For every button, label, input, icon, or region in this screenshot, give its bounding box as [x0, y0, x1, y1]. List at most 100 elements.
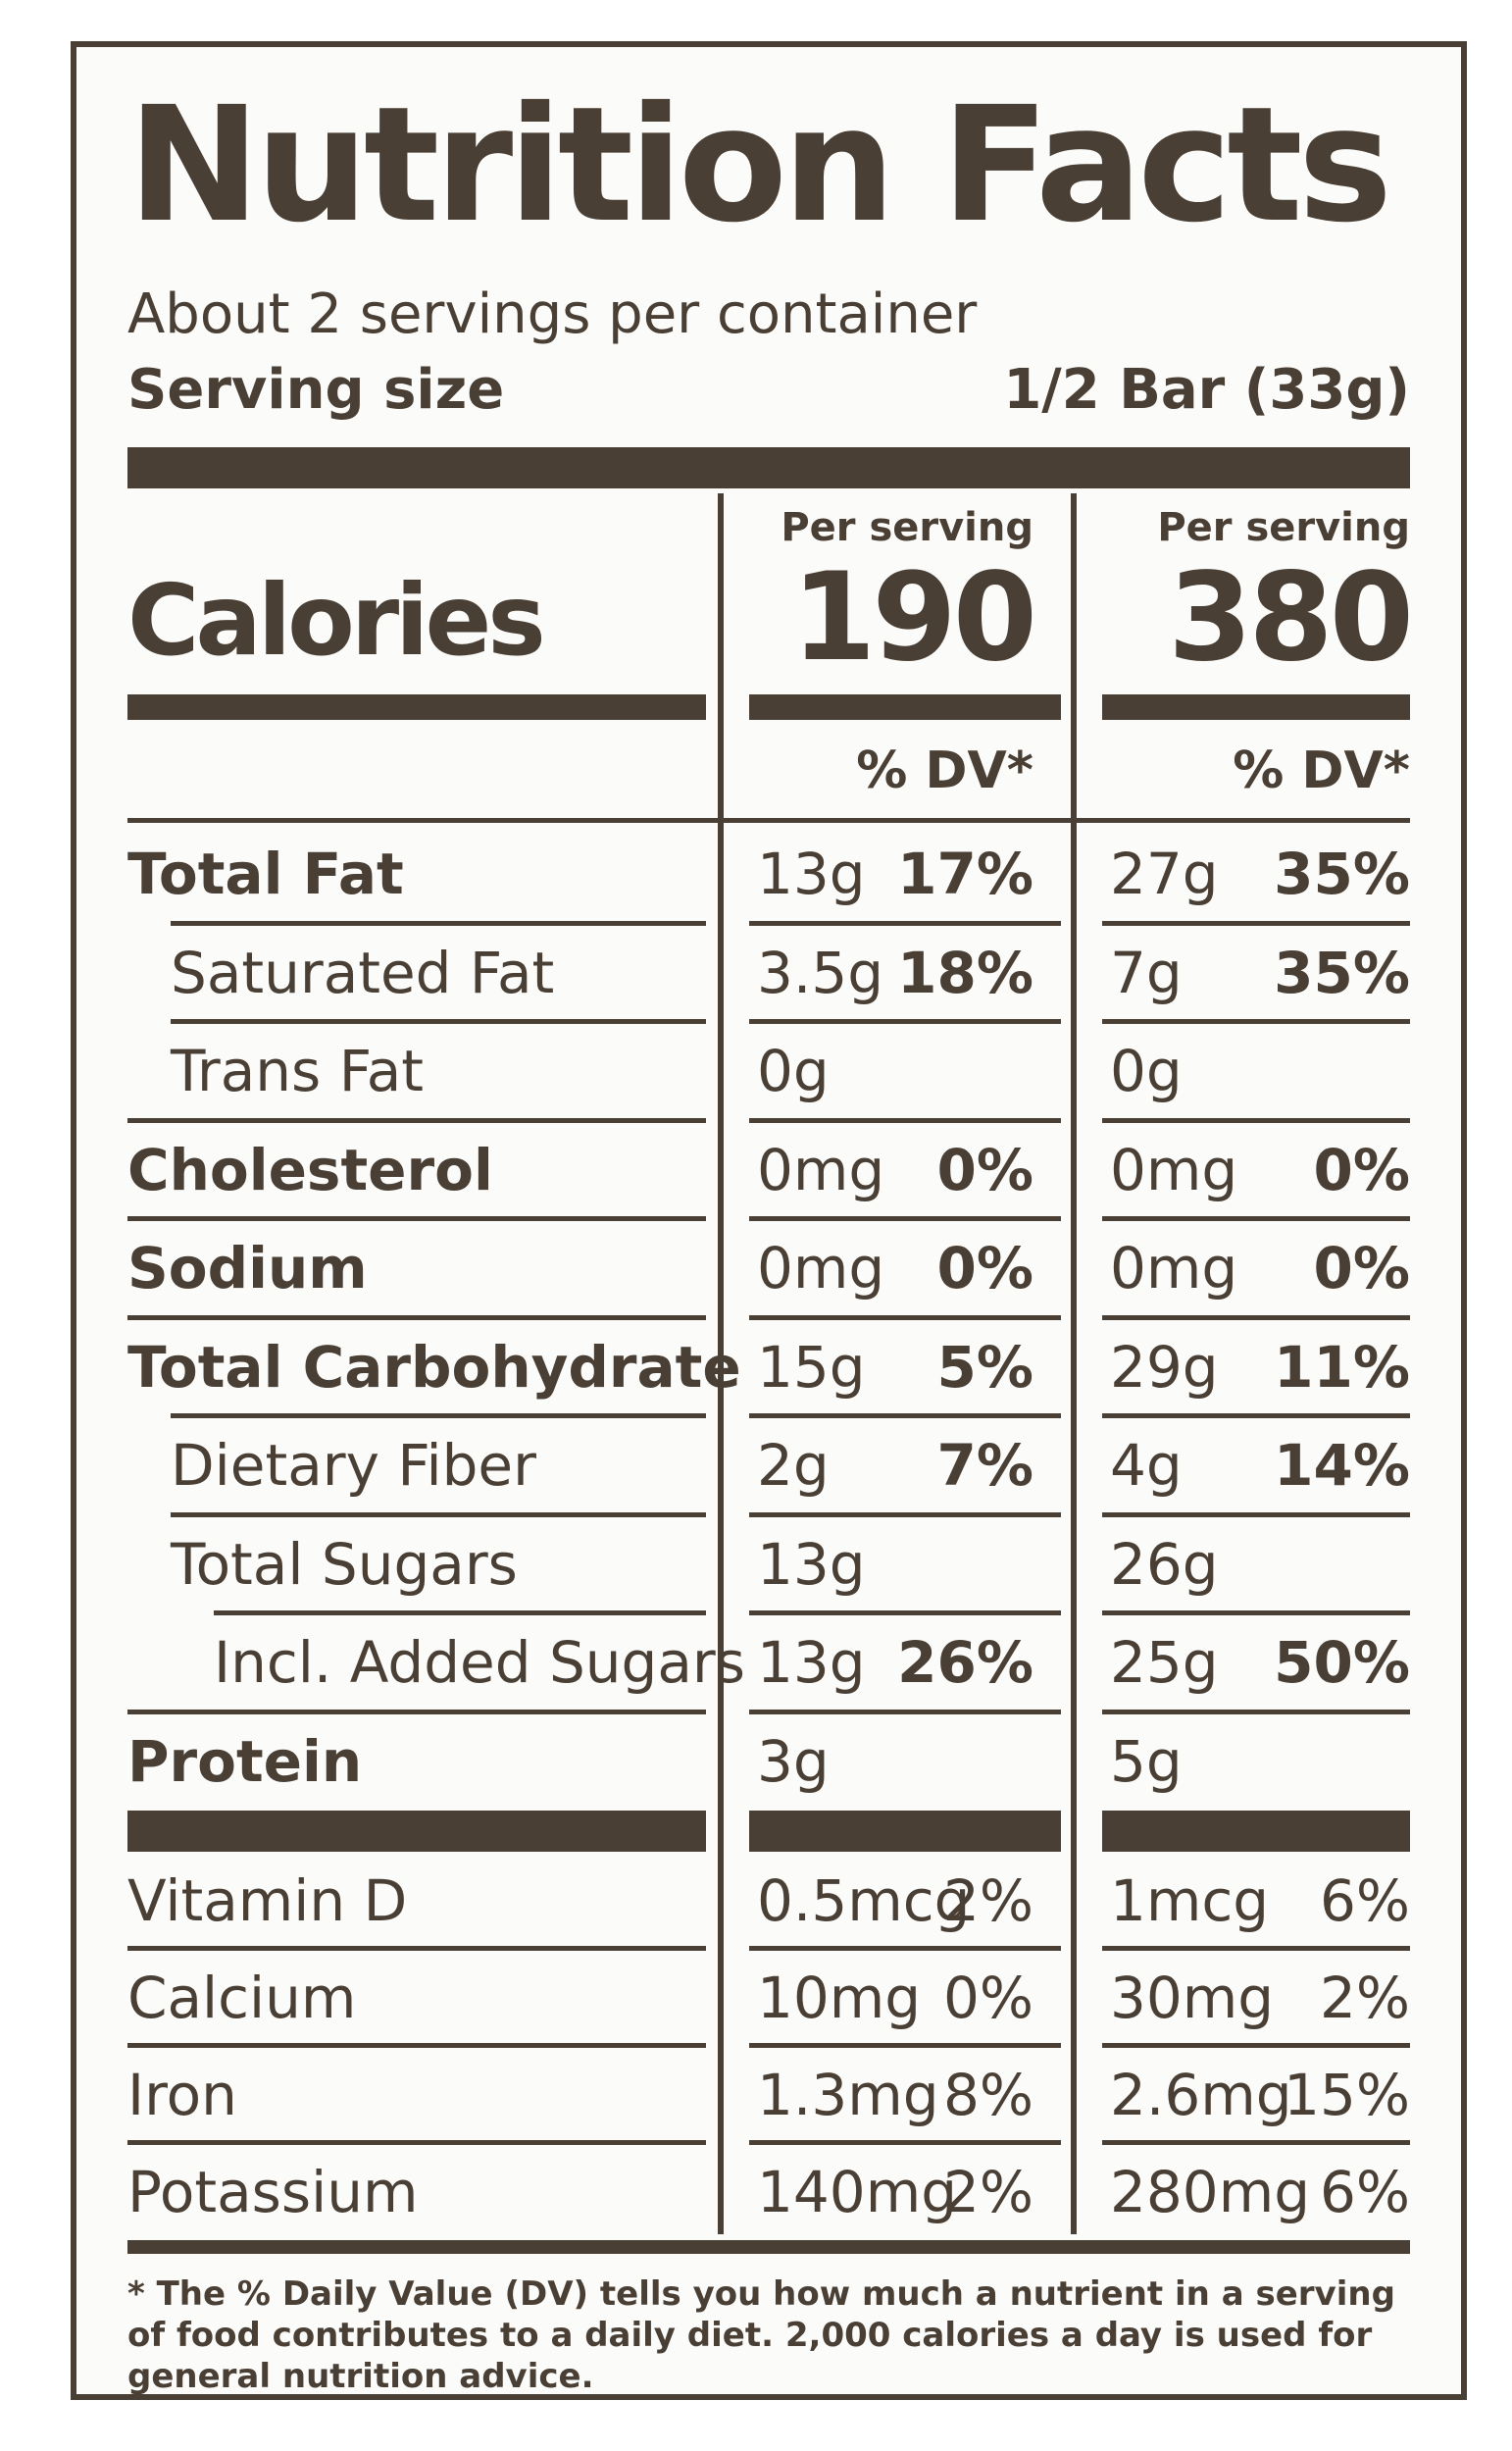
nutrient-name: Protein	[127, 1727, 363, 1795]
row-divider	[127, 2140, 706, 2145]
col2-dv: 11%	[1274, 1333, 1410, 1401]
row-divider	[127, 1216, 706, 1221]
row-divider	[749, 1117, 1061, 1123]
nutrient-row: Cholesterol 0mg 0% 0mg 0%	[76, 1121, 1461, 1219]
serving-size-label: Serving size	[127, 358, 505, 422]
col1-dv-header: % DV*	[856, 741, 1033, 800]
col2-amount: 29g	[1110, 1333, 1219, 1401]
col1-amount: 0g	[757, 1038, 830, 1104]
dv-header-divider	[127, 818, 1410, 823]
nutrient-name: Total Sugars	[171, 1530, 518, 1598]
col1-dv: 0%	[936, 1136, 1033, 1203]
thick-divider-a	[127, 1811, 706, 1852]
row-divider	[749, 1946, 1061, 1951]
col2-amount: 0mg	[1110, 1136, 1238, 1203]
nutrient-row: Protein 3g 5g	[76, 1712, 1461, 1811]
row-divider	[1102, 2043, 1410, 2048]
col1-dv: 0%	[936, 1235, 1033, 1302]
row-divider	[749, 1019, 1061, 1024]
nutrient-name: Dietary Fiber	[171, 1432, 536, 1499]
nutrient-name-rest: Fat	[321, 1038, 425, 1104]
col2-calories: 380	[1168, 547, 1414, 689]
row-divider	[1102, 1117, 1410, 1123]
nutrient-name: Trans Fat	[171, 1022, 424, 1120]
col1-amount: 3g	[757, 1727, 830, 1795]
col1-amount: 0.5mcg	[757, 1867, 971, 1934]
col1-header: Per serving	[781, 505, 1033, 550]
footnote: * The % Daily Value (DV) tells you how m…	[127, 2274, 1395, 2396]
nutrient-name: Saturated Fat	[171, 939, 555, 1006]
col2-dv: 0%	[1313, 1235, 1410, 1302]
row-divider	[749, 2043, 1061, 2048]
row-divider	[127, 2043, 706, 2048]
col2-amount: 30mg	[1110, 1965, 1275, 2031]
col1-amount: 1.3mg	[757, 2062, 939, 2128]
col1-dv: 17%	[897, 841, 1033, 907]
col1-dv: 2%	[942, 2159, 1033, 2225]
row-divider	[749, 920, 1061, 926]
col2-dv: 35%	[1274, 939, 1410, 1006]
row-divider	[127, 1117, 706, 1123]
row-divider	[127, 1946, 706, 1951]
col1-dv: 2%	[942, 1867, 1033, 1934]
col1-calories: 190	[791, 547, 1037, 689]
row-divider	[749, 1216, 1061, 1221]
nutrient-row: Total Fat 13g 17% 27g 35%	[76, 825, 1461, 923]
row-divider	[1102, 1610, 1410, 1615]
col1-dv: 0%	[942, 1965, 1033, 2031]
col2-dv: 2%	[1319, 1965, 1410, 2031]
row-divider	[749, 1511, 1061, 1517]
vitamin-row: Potassium 140mg 2% 280mg 6%	[76, 2143, 1461, 2241]
row-divider	[1102, 1946, 1410, 1951]
nutrient-row: Total Sugars 13g 26g	[76, 1515, 1461, 1613]
nutrient-name: Iron	[127, 2062, 237, 2128]
col1-amount: 13g	[757, 1629, 866, 1696]
col2-amount: 5g	[1110, 1727, 1183, 1795]
col2-amount: 1mcg	[1110, 1867, 1270, 1934]
row-divider	[171, 1511, 706, 1517]
row-divider	[1102, 1413, 1410, 1418]
row-divider	[749, 2140, 1061, 2145]
col2-amount: 25g	[1110, 1629, 1219, 1696]
servings-per-container: About 2 servings per container	[127, 282, 978, 346]
nutrient-row: Sodium 0mg 0% 0mg 0%	[76, 1219, 1461, 1317]
col2-dv: 6%	[1319, 1867, 1410, 1934]
row-divider	[171, 1413, 706, 1418]
nutrient-name-italic: Trans	[171, 1038, 322, 1104]
nutrient-name: Total Carbohydrate	[127, 1333, 741, 1401]
row-divider	[1102, 920, 1410, 926]
col1-amount: 2g	[757, 1432, 830, 1499]
col2-amount: 7g	[1110, 939, 1183, 1006]
nutrient-row: Saturated Fat 3.5g 18% 7g 35%	[76, 924, 1461, 1022]
col2-amount: 2.6mg	[1110, 2062, 1292, 2128]
nutrition-facts-label: Nutrition Facts About 2 servings per con…	[71, 41, 1467, 2400]
col2-dv: 14%	[1274, 1432, 1410, 1499]
row-divider	[171, 920, 706, 926]
col1-amount: 0mg	[757, 1235, 885, 1302]
col1-amount: 13g	[757, 1530, 866, 1598]
nutrient-name: Calcium	[127, 1965, 357, 2031]
row-divider	[749, 1314, 1061, 1320]
col1-amount: 0mg	[757, 1136, 885, 1203]
row-divider	[749, 1709, 1061, 1714]
thick-divider-bottom	[127, 2240, 1410, 2254]
col2-dv: 0%	[1313, 1136, 1410, 1203]
row-divider	[1102, 1019, 1410, 1024]
nutrient-row: Total Carbohydrate 15g 5% 29g 11%	[76, 1318, 1461, 1416]
row-divider	[1102, 1314, 1410, 1320]
col2-header: Per serving	[1157, 505, 1410, 550]
nutrient-row: Trans Fat 0g 0g	[76, 1022, 1461, 1120]
nutrient-name: Sodium	[127, 1235, 368, 1302]
col1-dv: 7%	[936, 1432, 1033, 1499]
thick-divider-top	[127, 447, 1410, 488]
col2-dv: 15%	[1284, 2062, 1410, 2128]
col2-amount: 26g	[1110, 1530, 1219, 1598]
row-divider	[1102, 2140, 1410, 2145]
col1-amount: 15g	[757, 1333, 866, 1401]
nutrient-name: Potassium	[127, 2159, 419, 2225]
col2-amount: 280mg	[1110, 2159, 1311, 2225]
calories-divider-a	[127, 694, 706, 720]
nutrient-name: Cholesterol	[127, 1136, 493, 1203]
col2-amount: 0mg	[1110, 1235, 1238, 1302]
col1-amount: 10mg	[757, 1965, 922, 2031]
